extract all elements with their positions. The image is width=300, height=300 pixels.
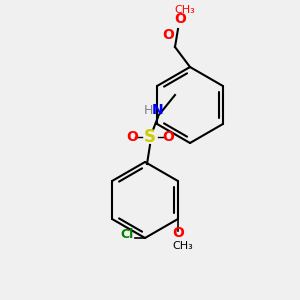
Text: S: S <box>144 128 156 146</box>
Text: N: N <box>152 103 164 117</box>
Text: O: O <box>162 28 174 42</box>
Text: O: O <box>126 130 138 144</box>
Text: CH₃: CH₃ <box>172 241 193 251</box>
Text: Cl: Cl <box>120 228 134 241</box>
Text: H: H <box>143 103 153 116</box>
Text: CH₃: CH₃ <box>175 5 195 15</box>
Text: O: O <box>162 130 174 144</box>
Text: O: O <box>174 12 186 26</box>
Text: O: O <box>172 226 184 240</box>
